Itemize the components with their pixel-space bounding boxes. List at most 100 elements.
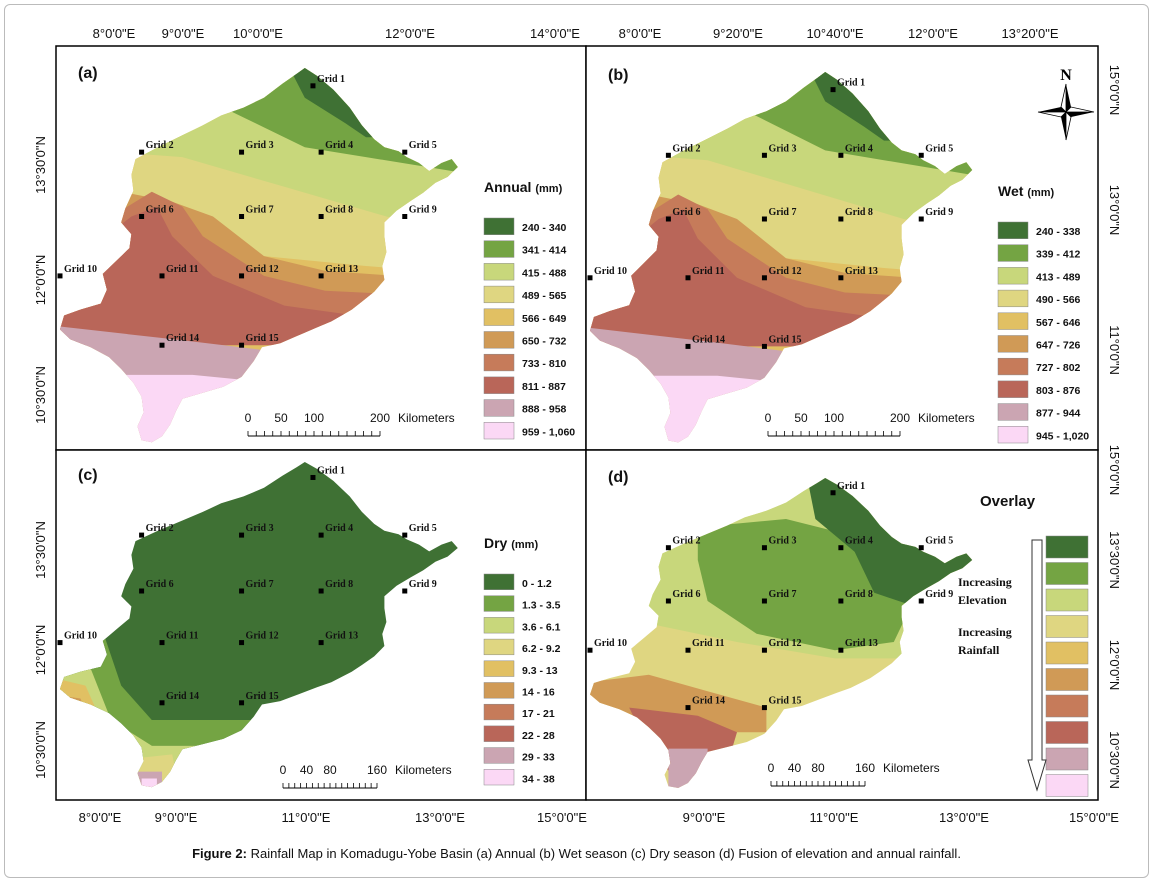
legend-label-c-3: 3.6 - 6.1 (522, 621, 561, 633)
grid-point-c-8 (318, 588, 324, 594)
grid-point-b-14 (685, 343, 691, 349)
overlay-swatch-1 (1045, 535, 1089, 559)
grid-label-b-12: Grid 12 (768, 266, 801, 277)
caption-text: Rainfall Map in Komadugu-Yobe Basin (a) … (250, 846, 961, 861)
scale-label-b-2: 100 (824, 411, 844, 425)
legend-swatch-c-7 (483, 703, 515, 721)
grid-point-d-10 (587, 647, 593, 653)
axis-top-right-2: 10°40'0"E (806, 26, 863, 41)
legend-label-c-7: 17 - 21 (522, 708, 555, 720)
grid-label-a-2: Grid 2 (146, 140, 174, 151)
grid-label-c-10: Grid 10 (64, 631, 97, 642)
legend-swatch-c-2 (483, 595, 515, 612)
axis-top-right-3: 12°0'0"E (908, 26, 958, 41)
legend-label-a-8: 811 - 887 (522, 381, 566, 393)
grid-point-c-10 (57, 640, 63, 646)
grid-label-b-13: Grid 13 (845, 266, 878, 277)
grid-point-b-1 (830, 87, 836, 93)
axis-top-right-0: 8°0'0"E (619, 26, 662, 41)
grid-point-d-13 (838, 647, 844, 653)
grid-point-d-2 (665, 545, 671, 551)
overlay-swatch-6 (1045, 668, 1089, 691)
legend-label-b-7: 727 - 802 (1036, 362, 1081, 374)
grid-point-b-8 (838, 216, 844, 222)
axis-left-lower-2: 10°30'0"N (33, 721, 48, 779)
scale-label-a-1: 50 (274, 411, 288, 425)
grid-point-a-10 (57, 273, 63, 279)
grid-label-d-9: Grid 9 (925, 589, 953, 600)
grid-point-c-5 (402, 532, 408, 538)
grid-point-c-4 (318, 532, 324, 538)
scale-unit-a: Kilometers (398, 411, 455, 425)
overlay-swatch-7 (1045, 694, 1089, 718)
grid-label-b-2: Grid 2 (672, 143, 700, 154)
c-zone-2 (60, 616, 315, 746)
axis-left-lower-0: 13°30'0"N (33, 521, 48, 579)
overlay-swatch-3 (1045, 588, 1089, 612)
legend-swatch-b-9 (997, 403, 1029, 421)
scale-label-d-0: 0 (768, 761, 775, 775)
grid-point-b-15 (761, 343, 767, 349)
grid-label-b-7: Grid 7 (768, 207, 796, 218)
legend-swatch-b-1 (997, 221, 1029, 239)
grid-label-c-3: Grid 3 (246, 523, 274, 534)
grid-label-b-11: Grid 11 (692, 266, 725, 277)
axis-right-upper-1: 13°0'0"N (1107, 185, 1122, 236)
grid-label-b-15: Grid 15 (768, 334, 801, 345)
grid-label-d-6: Grid 6 (672, 589, 700, 600)
legend-swatch-b-10 (997, 426, 1029, 444)
legend-swatch-c-4 (483, 638, 515, 656)
scale-label-a-3: 200 (370, 411, 390, 425)
legend-swatch-c-8 (483, 725, 515, 742)
grid-label-d-10: Grid 10 (594, 638, 627, 649)
grid-point-b-5 (918, 152, 924, 158)
legend-label-b-3: 413 - 489 (1036, 271, 1081, 283)
grid-label-a-15: Grid 15 (246, 333, 279, 344)
grid-point-c-14 (159, 700, 165, 706)
grid-point-a-12 (239, 273, 245, 279)
grid-label-c-9: Grid 9 (409, 579, 437, 590)
grid-label-a-4: Grid 4 (325, 140, 353, 151)
grid-point-d-15 (761, 705, 767, 711)
axis-bottom-left-2: 11°0'0"E (282, 810, 331, 825)
grid-point-d-11 (685, 647, 691, 653)
overlay-swatch-10 (1045, 774, 1089, 797)
axis-top-left-2: 10°0'0"E (233, 26, 283, 41)
grid-label-b-3: Grid 3 (768, 143, 796, 154)
axis-bottom-left-3: 13°0'0"E (415, 810, 465, 825)
legend-label-c-10: 34 - 38 (522, 773, 555, 785)
legend-label-a-1: 240 - 340 (522, 222, 567, 234)
overlay-note-4: Rainfall (958, 643, 1000, 657)
grid-label-c-11: Grid 11 (166, 631, 199, 642)
overlay-note-3: Increasing (958, 625, 1012, 639)
legend-label-c-5: 9.3 - 13 (522, 665, 558, 677)
grid-label-c-7: Grid 7 (246, 579, 274, 590)
scale-label-d-2: 80 (811, 761, 825, 775)
axis-top-right-4: 13°20'0"E (1001, 26, 1058, 41)
grid-point-a-9 (402, 214, 408, 219)
grid-label-a-10: Grid 10 (64, 264, 97, 275)
scale-label-b-3: 200 (890, 411, 910, 425)
axis-bottom-left-0: 8°0'0"E (79, 810, 122, 825)
scale-label-c-3: 160 (367, 763, 387, 777)
axis-top-right-1: 9°20'0"E (713, 26, 763, 41)
grid-point-b-3 (761, 152, 767, 158)
grid-point-a-13 (318, 273, 324, 279)
grid-label-a-3: Grid 3 (246, 140, 274, 151)
legend-label-a-3: 415 - 488 (522, 267, 567, 279)
scale-label-c-0: 0 (280, 763, 287, 777)
grid-label-b-4: Grid 4 (845, 143, 873, 154)
axis-top-left-0: 8°0'0"E (93, 26, 136, 41)
grid-point-d-4 (838, 545, 844, 551)
c-zone-10 (141, 778, 157, 788)
axis-right-lower-1: 12°0'0"N (1107, 640, 1122, 691)
axis-top-left-4: 14°0'0"E (530, 26, 580, 41)
grid-label-d-15: Grid 15 (768, 696, 801, 707)
grid-label-a-6: Grid 6 (146, 205, 174, 216)
grid-point-d-12 (761, 647, 767, 653)
grid-point-c-13 (318, 640, 324, 646)
grid-label-c-14: Grid 14 (166, 691, 199, 702)
scale-label-a-0: 0 (245, 411, 252, 425)
grid-point-b-9 (918, 216, 924, 222)
grid-label-c-6: Grid 6 (146, 579, 174, 590)
